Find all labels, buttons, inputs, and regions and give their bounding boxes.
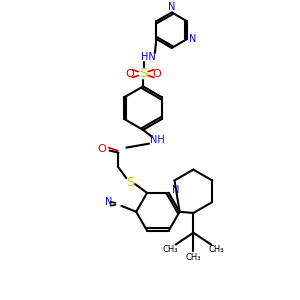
Text: S: S: [139, 67, 147, 80]
Text: S: S: [126, 176, 134, 189]
Text: N: N: [172, 185, 179, 195]
Text: NH: NH: [149, 135, 164, 145]
Text: N: N: [168, 2, 176, 13]
Text: O: O: [152, 69, 161, 79]
Text: CH₃: CH₃: [186, 253, 201, 262]
Text: N: N: [189, 34, 197, 44]
Text: N: N: [105, 197, 112, 207]
Text: O: O: [125, 69, 134, 79]
Text: CH₃: CH₃: [208, 245, 224, 254]
Text: CH₃: CH₃: [163, 245, 178, 254]
Text: HN: HN: [141, 52, 155, 62]
Text: O: O: [97, 144, 106, 154]
